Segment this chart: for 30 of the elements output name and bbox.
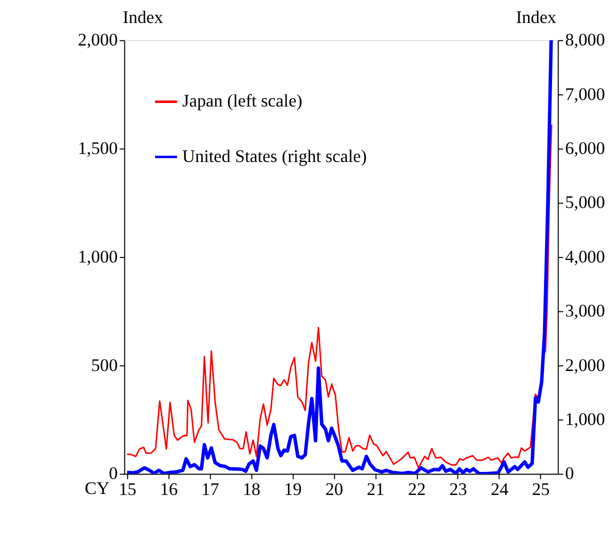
y-tick-label: 2,000 [78, 30, 118, 50]
y-tick-label: 1,500 [78, 138, 118, 158]
x-tick-label: 17 [201, 478, 220, 499]
y2-tick-label: 6,000 [565, 138, 606, 158]
x-tick-label: 18 [242, 478, 261, 499]
y-tick-label: 500 [91, 354, 118, 375]
x-tick-label: 15 [118, 478, 137, 499]
y2-tick-label: 4,000 [565, 246, 606, 266]
x-tick-label: 24 [490, 478, 509, 499]
x-tick-label: 23 [449, 478, 468, 499]
x-tick-label: 22 [408, 478, 426, 499]
y-axis-title: Index [122, 6, 164, 27]
y-tick-label: 0 [108, 463, 118, 484]
y2-tick-label: 2,000 [565, 354, 606, 375]
x-tick-label: 25 [532, 478, 550, 499]
x-tick-label: 19 [284, 478, 302, 499]
y2-tick-label: 0 [565, 463, 574, 484]
y2-tick-label: 1,000 [565, 408, 606, 429]
y2-axis-title: Index [516, 6, 556, 27]
y2-tick-label: 3,000 [565, 300, 606, 321]
x-tick-label: 20 [325, 478, 344, 499]
x-tick-label: 21 [366, 478, 384, 499]
y2-tick-label: 5,000 [565, 192, 606, 212]
x-axis-title: CY [84, 478, 110, 498]
y-tick-label: 1,000 [78, 246, 118, 266]
y2-tick-label: 8,000 [565, 30, 606, 50]
legend-label: United States (right scale) [182, 146, 367, 166]
legend-label: Japan (left scale) [182, 90, 302, 111]
x-tick-label: 16 [160, 478, 178, 499]
y2-tick-label: 7,000 [565, 84, 606, 104]
